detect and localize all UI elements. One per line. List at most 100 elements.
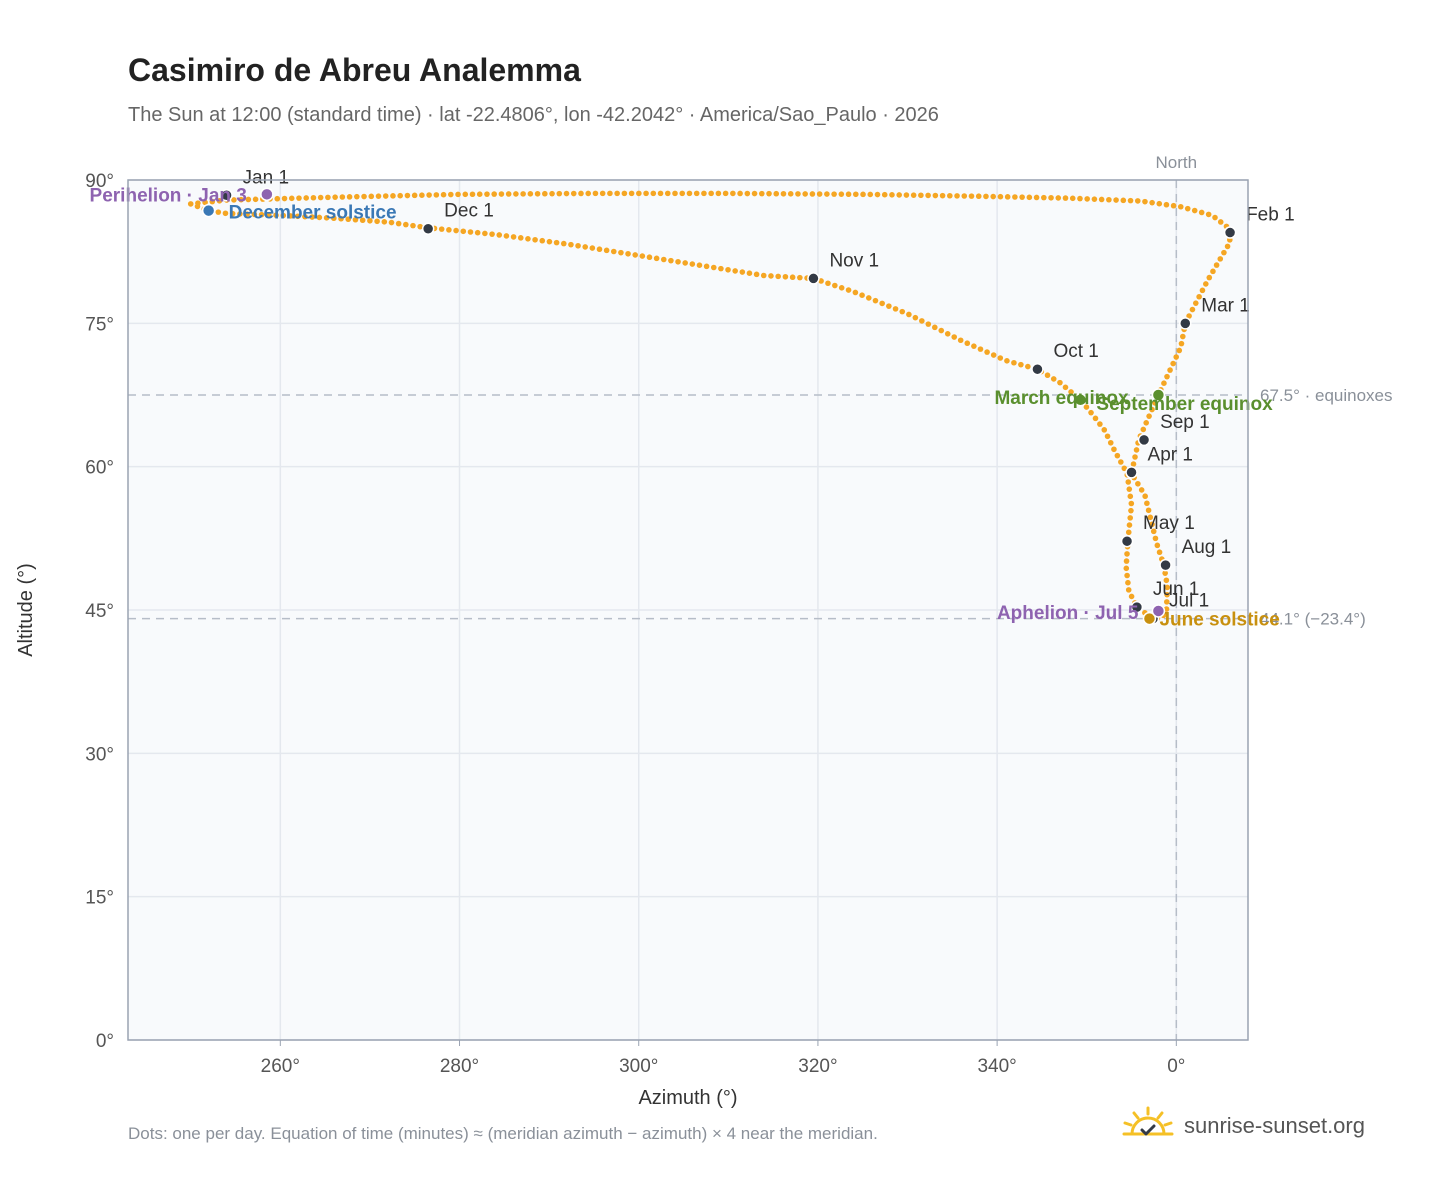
day-dot	[317, 194, 324, 201]
day-dot	[896, 192, 902, 198]
day-dot	[865, 295, 872, 301]
y-tick-label: 0°	[96, 1031, 114, 1052]
day-dot	[1125, 479, 1132, 485]
day-dot	[563, 190, 570, 197]
day-dot	[1098, 196, 1105, 203]
day-dot	[775, 273, 781, 280]
event-label: September equinox	[1096, 394, 1273, 415]
day-dot	[382, 193, 389, 199]
day-dot	[397, 192, 403, 199]
day-dot	[460, 228, 467, 235]
day-dot	[1213, 262, 1220, 268]
day-dot	[525, 236, 531, 242]
day-dot	[1132, 454, 1138, 460]
day-dot	[739, 269, 746, 275]
x-tick-label: 320°	[798, 1056, 837, 1077]
day-dot	[482, 230, 488, 237]
day-dot	[374, 218, 380, 225]
axis-ticks: 260° 280° 300° 320° 340° 0° 0° 15° 30° 45° 60° 75° 9…	[85, 171, 1185, 1077]
day-dot	[1224, 243, 1231, 250]
day-dot	[664, 190, 671, 197]
brand-name[interactable]: sunrise-sunset.org	[1184, 1113, 1365, 1138]
day-dot	[216, 198, 223, 204]
day-dot	[332, 194, 338, 200]
day-dot	[944, 330, 951, 337]
day-dot	[1124, 572, 1130, 579]
day-dot	[1146, 413, 1152, 419]
day-dot	[1164, 591, 1170, 598]
day-dot	[1033, 194, 1040, 201]
day-dot	[553, 239, 560, 246]
day-dot	[1156, 200, 1163, 207]
y-tick-label: 45°	[85, 601, 114, 622]
x-tick-label: 0°	[1167, 1056, 1185, 1077]
day-dot	[303, 195, 310, 201]
day-dot	[975, 193, 982, 200]
day-dot	[737, 190, 743, 197]
day-dot	[1077, 195, 1083, 202]
day-dot	[273, 212, 279, 219]
day-dot	[660, 256, 667, 263]
month-marker	[1137, 433, 1151, 447]
day-dot	[1127, 493, 1134, 500]
day-dot	[1145, 507, 1152, 514]
day-dot	[251, 211, 258, 218]
day-dot	[710, 264, 717, 271]
day-dot	[990, 193, 996, 200]
day-dot	[484, 191, 490, 197]
day-dot	[732, 268, 738, 274]
day-dot	[403, 221, 409, 228]
day-dot	[1134, 198, 1141, 204]
day-dot	[280, 212, 287, 219]
day-dot	[448, 191, 454, 198]
day-dot	[621, 190, 628, 197]
chart-title: Casimiro de Abreu Analemma	[128, 52, 581, 88]
day-dot	[636, 190, 642, 197]
event-marker	[201, 203, 216, 218]
day-dot	[718, 265, 724, 272]
day-dot	[650, 190, 657, 197]
day-dot	[1176, 347, 1183, 354]
day-dot	[1217, 219, 1224, 225]
day-dot	[766, 190, 772, 197]
day-dot	[266, 212, 272, 218]
day-dot	[725, 266, 731, 273]
day-dot	[532, 236, 538, 243]
day-dot	[1004, 358, 1010, 364]
day-dot	[1118, 459, 1124, 465]
day-dot	[1123, 565, 1130, 572]
day-dot	[302, 213, 308, 220]
day-dot	[939, 192, 946, 199]
day-dot	[195, 200, 201, 206]
day-dot	[867, 191, 874, 198]
day-dot	[1113, 197, 1119, 203]
day-dot	[1018, 361, 1024, 368]
event-label: June solstice	[1159, 610, 1279, 631]
day-dot	[1083, 404, 1090, 410]
day-dot	[1120, 197, 1127, 204]
brand-logo[interactable]: sunrise-sunset.org	[1120, 1106, 1365, 1146]
day-dot	[832, 282, 838, 289]
month-marker	[1125, 466, 1138, 479]
day-dot	[589, 245, 596, 251]
day-dot	[625, 250, 631, 257]
event-label: March equinox	[994, 388, 1129, 409]
y-tick-label: 90°	[85, 171, 114, 192]
day-dot	[505, 191, 512, 197]
day-dot	[438, 226, 445, 232]
day-dot	[701, 190, 707, 197]
x-tick-label: 340°	[977, 1056, 1016, 1077]
x-tick-label: 260°	[261, 1056, 300, 1077]
month-marker	[1120, 534, 1134, 548]
day-dot	[359, 217, 366, 224]
day-dot	[1142, 493, 1148, 500]
day-dot	[845, 191, 852, 198]
day-dot	[932, 192, 939, 199]
month-label: Jul 1	[1169, 591, 1209, 612]
day-dot	[1156, 549, 1163, 556]
day-dot	[789, 274, 796, 281]
day-dot	[375, 193, 382, 199]
day-dot	[433, 192, 440, 198]
day-dot	[367, 217, 373, 224]
